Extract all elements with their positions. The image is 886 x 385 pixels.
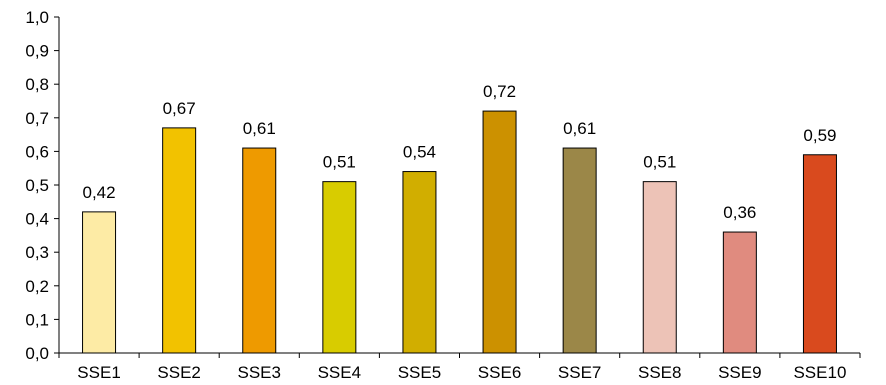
bar-sse8 bbox=[642, 181, 677, 354]
x-tick-label: SSE3 bbox=[238, 363, 281, 382]
data-label: 0,59 bbox=[803, 126, 836, 145]
data-label: 0,36 bbox=[723, 203, 756, 222]
x-tick-label: SSE1 bbox=[77, 363, 120, 382]
y-tick-label: 0,7 bbox=[25, 109, 49, 128]
bar-sse5 bbox=[402, 171, 437, 354]
bar-sse10 bbox=[802, 154, 837, 354]
data-labels: 0,42 0,67 0,61 0,51 0,54 0,72 0,61 0,51 0,36 0,59 bbox=[83, 82, 837, 222]
x-tick-label: SSE7 bbox=[558, 363, 601, 382]
bar-sse7 bbox=[562, 147, 597, 354]
data-label: 0,42 bbox=[83, 183, 116, 202]
x-tick-label: SSE9 bbox=[718, 363, 761, 382]
bar-sse9 bbox=[722, 231, 757, 354]
bars bbox=[82, 110, 837, 354]
bar-sse6 bbox=[482, 110, 517, 354]
y-tick-label: 0,2 bbox=[25, 277, 49, 296]
y-axis: 0,0 0,1 0,2 0,3 0,4 0,5 0,6 0,7 0,8 0,9 1,0 bbox=[25, 8, 60, 363]
bar-sse3 bbox=[242, 147, 277, 354]
y-tick-label: 0,5 bbox=[25, 176, 49, 195]
y-tick-label: 0,0 bbox=[25, 344, 49, 363]
data-label: 0,67 bbox=[163, 99, 196, 118]
x-tick-label: SSE5 bbox=[398, 363, 441, 382]
data-label: 0,51 bbox=[643, 153, 676, 172]
data-label: 0,61 bbox=[243, 119, 276, 138]
data-label: 0,61 bbox=[563, 119, 596, 138]
x-tick-label: SSE6 bbox=[478, 363, 521, 382]
x-tick-label: SSE4 bbox=[318, 363, 361, 382]
x-axis: SSE1 SSE2 SSE3 SSE4 SSE5 SSE6 SSE7 SSE8 SSE9 SSE1… bbox=[58, 352, 861, 382]
y-tick-label: 1,0 bbox=[25, 8, 49, 27]
y-tick-label: 0,1 bbox=[25, 310, 49, 329]
x-tick-label: SSE8 bbox=[638, 363, 681, 382]
data-label: 0,51 bbox=[323, 153, 356, 172]
data-label: 0,54 bbox=[403, 143, 436, 162]
bar-sse1 bbox=[82, 211, 117, 354]
y-tick-label: 0,9 bbox=[25, 42, 49, 61]
data-label: 0,72 bbox=[483, 82, 516, 101]
bar-sse4 bbox=[322, 181, 357, 354]
y-tick-label: 0,6 bbox=[25, 142, 49, 161]
y-tick-label: 0,3 bbox=[25, 243, 49, 262]
x-tick-label: SSE2 bbox=[157, 363, 200, 382]
y-tick-label: 0,4 bbox=[25, 210, 49, 229]
y-tick-label: 0,8 bbox=[25, 75, 49, 94]
x-tick-label: SSE10 bbox=[793, 363, 846, 382]
bar-sse2 bbox=[162, 127, 197, 354]
